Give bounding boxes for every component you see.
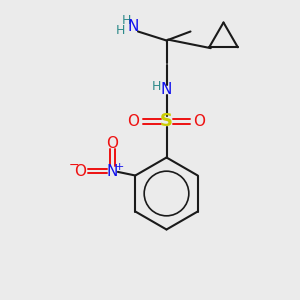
Text: O: O xyxy=(74,164,86,178)
Text: N: N xyxy=(107,164,118,178)
Text: O: O xyxy=(194,114,206,129)
Text: H: H xyxy=(121,14,131,28)
Text: O: O xyxy=(106,136,119,152)
Text: N: N xyxy=(128,19,139,34)
Text: +: + xyxy=(114,161,124,172)
Text: −: − xyxy=(68,159,79,172)
Text: N: N xyxy=(161,82,172,98)
Text: H: H xyxy=(152,80,162,94)
Text: H: H xyxy=(116,23,126,37)
Text: O: O xyxy=(128,114,140,129)
Text: S: S xyxy=(160,112,173,130)
